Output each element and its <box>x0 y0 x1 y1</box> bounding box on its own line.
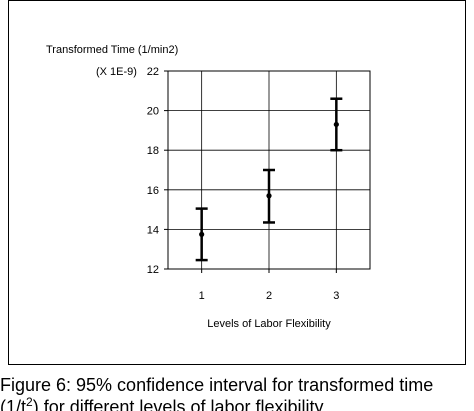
x-tick-label: 1 <box>199 290 205 302</box>
y-tick-label: 12 <box>147 264 159 276</box>
figure-caption: Figure 6: 95% confidence interval for tr… <box>0 374 474 411</box>
error-bars <box>195 97 343 262</box>
y-tick-label: 22 <box>147 66 159 78</box>
mean-point <box>199 231 205 237</box>
y-tick-label: 20 <box>147 106 159 118</box>
y-tick-label: 18 <box>147 145 159 157</box>
error-bar <box>195 207 208 262</box>
caption-line-2: (1/t2) for different levels of labor fle… <box>0 396 324 411</box>
caption-line-2-suffix: ) for different levels of labor flexibil… <box>32 397 324 411</box>
caption-line-1: Figure 6: 95% confidence interval for tr… <box>0 375 434 395</box>
y-axis-title: Transformed Time (1/min2) <box>46 44 178 56</box>
caption-superscript: 2 <box>26 395 33 409</box>
x-axis-title: Levels of Labor Flexibility <box>207 318 331 330</box>
mean-point <box>333 121 339 128</box>
error-bar <box>330 97 343 152</box>
figure-frame <box>8 0 466 365</box>
chart: Transformed Time (1/min2) (X 1E-9) 12141… <box>46 44 371 330</box>
y-axis-ticks: 12 14 16 18 20 22 <box>147 66 168 276</box>
y-tick-label: 16 <box>147 185 159 197</box>
x-tick-label: 2 <box>266 290 272 302</box>
x-axis-ticks: 1 2 3 <box>199 269 339 302</box>
error-bar <box>263 168 275 224</box>
x-tick-label: 3 <box>333 290 339 302</box>
y-axis-multiplier: (X 1E-9) <box>96 66 137 78</box>
y-tick-label: 14 <box>147 224 159 236</box>
mean-point <box>266 193 272 199</box>
caption-line-2-prefix: (1/t <box>0 397 27 411</box>
